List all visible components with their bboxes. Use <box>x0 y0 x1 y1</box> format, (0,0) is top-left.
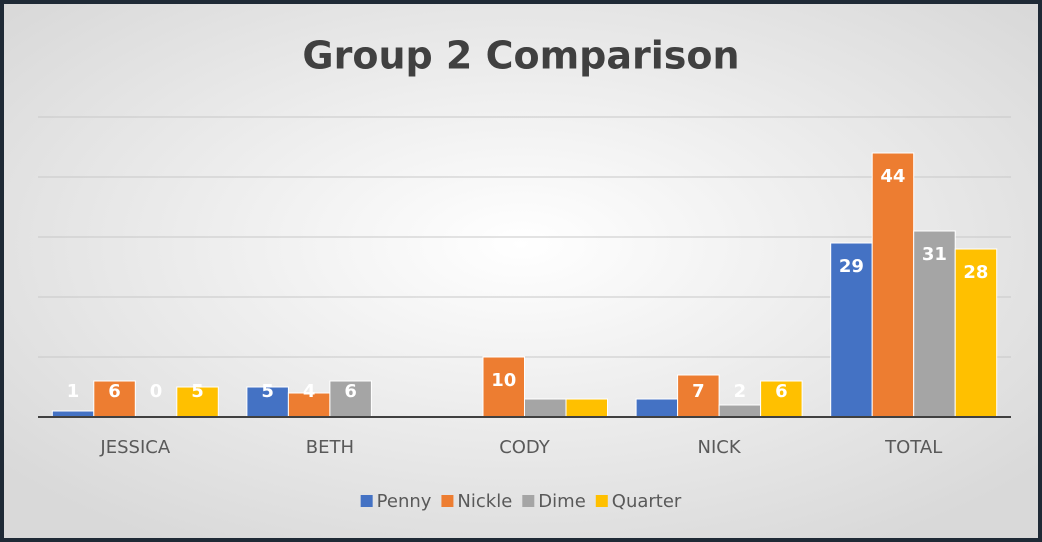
legend-swatch <box>522 495 535 507</box>
data-label: 6 <box>108 381 121 402</box>
bar <box>635 398 679 418</box>
data-label: 4 <box>303 381 316 402</box>
legend-label: Quarter <box>612 491 682 512</box>
data-label: 10 <box>491 370 516 391</box>
data-label: 6 <box>344 381 357 402</box>
x-tick-label: JESSICA <box>99 437 170 458</box>
x-tick-label: TOTAL <box>884 437 942 458</box>
data-label: 1 <box>67 381 80 402</box>
data-label: 5 <box>261 381 274 402</box>
bar <box>830 242 873 418</box>
bar <box>93 380 136 418</box>
data-label: 28 <box>963 262 988 283</box>
legend-swatch <box>595 495 608 507</box>
data-label: 6 <box>775 381 788 402</box>
legend-label: Penny <box>377 491 432 512</box>
bar <box>176 386 219 418</box>
data-label: 31 <box>922 244 947 265</box>
bar <box>524 398 567 418</box>
x-tick-label: CODY <box>499 437 551 458</box>
bar <box>287 392 331 418</box>
chart-title: Group 2 Comparison <box>302 34 739 78</box>
bar <box>954 248 998 418</box>
data-label: 0 <box>150 381 163 402</box>
bar <box>565 398 608 418</box>
legend-label: Nickle <box>457 491 512 512</box>
legend-swatch <box>441 495 454 507</box>
x-tick-label: NICK <box>698 437 742 458</box>
bar <box>871 152 915 418</box>
legend-label: Dime <box>538 491 585 512</box>
data-label: 2 <box>734 381 747 402</box>
bar <box>718 404 762 418</box>
data-label: 29 <box>839 256 864 277</box>
bar <box>913 230 956 418</box>
data-label: 7 <box>692 381 705 402</box>
legend-swatch <box>360 495 373 507</box>
data-label: 44 <box>880 166 905 187</box>
bar <box>677 374 720 418</box>
data-label: 5 <box>191 381 204 402</box>
x-tick-label: BETH <box>306 437 354 458</box>
